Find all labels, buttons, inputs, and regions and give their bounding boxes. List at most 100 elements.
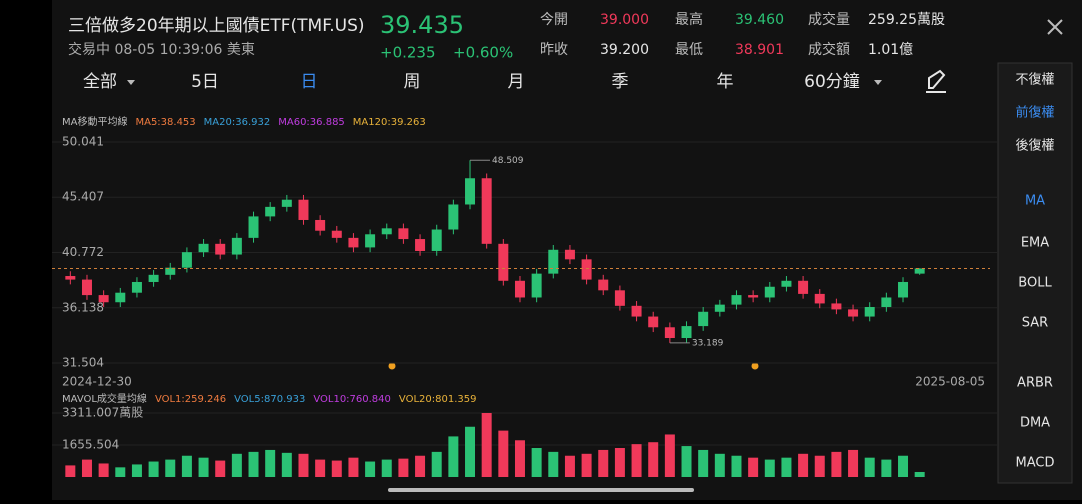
home-indicator <box>388 488 694 492</box>
stat-label: 成交額 <box>808 41 850 58</box>
volume-bar <box>131 464 142 477</box>
candle-body <box>548 249 559 274</box>
candle-body <box>65 276 76 280</box>
candle-body <box>848 309 859 317</box>
vol-legend: VOL1:259.246 <box>155 394 226 405</box>
edit-icon[interactable] <box>926 69 946 93</box>
volume-bar <box>348 457 359 477</box>
candle-body <box>98 295 109 303</box>
candle-body <box>415 239 426 251</box>
vol-legend: VOL10:760.840 <box>313 394 391 405</box>
candle-body <box>131 281 142 293</box>
side-tab[interactable]: DMA <box>1020 416 1050 431</box>
tab[interactable]: 周 <box>404 72 421 92</box>
candle-body <box>514 280 525 298</box>
volume-bar <box>881 459 892 477</box>
candle-body <box>248 216 259 238</box>
tab[interactable]: 月 <box>508 72 525 92</box>
side-tab[interactable]: ARBR <box>1017 376 1053 391</box>
candle-body <box>714 304 725 312</box>
tab[interactable]: 60分鐘 <box>804 72 860 92</box>
side-tab[interactable]: MACD <box>1016 456 1055 471</box>
volume-bar <box>781 457 792 477</box>
ma-legend: MA移動平均線 <box>62 115 127 128</box>
volume-bar <box>714 453 725 477</box>
side-panel <box>997 62 1073 484</box>
tab[interactable]: 年 <box>717 72 734 92</box>
candle-body <box>365 234 376 248</box>
y-tick-label: 31.504 <box>62 356 104 370</box>
x-end: 2025-08-05 <box>915 375 985 389</box>
volume-bar <box>848 449 859 477</box>
ma-legend: MA20:36.932 <box>204 117 271 128</box>
candle-body <box>265 206 276 217</box>
ma-legend: MA120:39.263 <box>353 117 426 128</box>
vol-legend: VOL20:801.359 <box>399 394 477 405</box>
event-dot <box>751 362 759 370</box>
side-tab[interactable]: EMA <box>1021 236 1049 251</box>
stat-value: 39.200 <box>600 42 649 58</box>
high-annotation: 48.509 <box>492 156 524 166</box>
candle-body <box>481 178 492 244</box>
volume-bar <box>381 459 392 477</box>
dropdown-arrow <box>874 80 882 85</box>
candle-body <box>465 178 476 205</box>
close-icon[interactable] <box>1047 19 1063 35</box>
candle-body <box>381 228 392 235</box>
candle-body <box>531 273 542 298</box>
stat-value: 1.01億 <box>868 42 913 58</box>
candle-body <box>498 243 509 281</box>
volume-bar <box>914 471 925 477</box>
volume-bar <box>831 451 842 477</box>
candle-body <box>631 305 642 317</box>
volume-bar <box>215 460 226 477</box>
candle-body <box>814 293 825 304</box>
candle-body <box>315 219 326 231</box>
volume-bar <box>798 453 809 477</box>
volume-bar <box>748 457 759 477</box>
change-pct: +0.60% <box>453 44 513 62</box>
candle-body <box>215 243 226 255</box>
side-tab[interactable]: 後復權 <box>1015 138 1054 154</box>
volume-bar <box>448 436 459 477</box>
dropdown-arrow <box>127 80 135 85</box>
volume-bar <box>764 459 775 477</box>
y-tick-label: 36.138 <box>62 300 104 314</box>
candle-body <box>781 280 792 287</box>
volume-bar <box>231 453 242 477</box>
stat-value: 38.901 <box>735 42 784 58</box>
vol-tick-label: 3311.007萬股 <box>62 406 143 420</box>
volume-bar <box>465 426 476 477</box>
volume-bar <box>681 446 692 477</box>
candle-body <box>764 286 775 298</box>
stat-value: 39.460 <box>735 12 784 28</box>
volume-bar <box>898 455 909 477</box>
candle-body <box>165 267 176 275</box>
side-tab[interactable]: 不復權 <box>1015 72 1054 88</box>
volume-bar <box>181 455 192 477</box>
stat-label: 最低 <box>675 42 703 58</box>
tab[interactable]: 日 <box>301 72 318 92</box>
side-tab[interactable]: MA <box>1025 194 1045 209</box>
volume-bar <box>65 465 76 477</box>
candle-body <box>864 307 875 317</box>
volume-bar <box>415 455 426 477</box>
y-tick-label: 40.772 <box>62 245 104 259</box>
volume-bar <box>198 457 209 477</box>
vol-legend: MAVOL成交量均線 <box>62 392 147 405</box>
stat-label: 最高 <box>675 11 703 28</box>
volume-bar <box>664 434 675 477</box>
side-tab[interactable]: SAR <box>1022 316 1048 331</box>
tab[interactable]: 5日 <box>191 72 219 92</box>
side-tab[interactable]: BOLL <box>1018 276 1052 291</box>
candle-body <box>881 297 892 308</box>
tab[interactable]: 季 <box>612 72 629 92</box>
change: +0.235 <box>380 44 436 62</box>
candle-body <box>898 281 909 298</box>
tab[interactable]: 全部 <box>83 72 117 92</box>
side-tab[interactable]: 前復權 <box>1015 105 1054 121</box>
volume-bar <box>298 453 309 477</box>
volume-bar <box>731 455 742 477</box>
